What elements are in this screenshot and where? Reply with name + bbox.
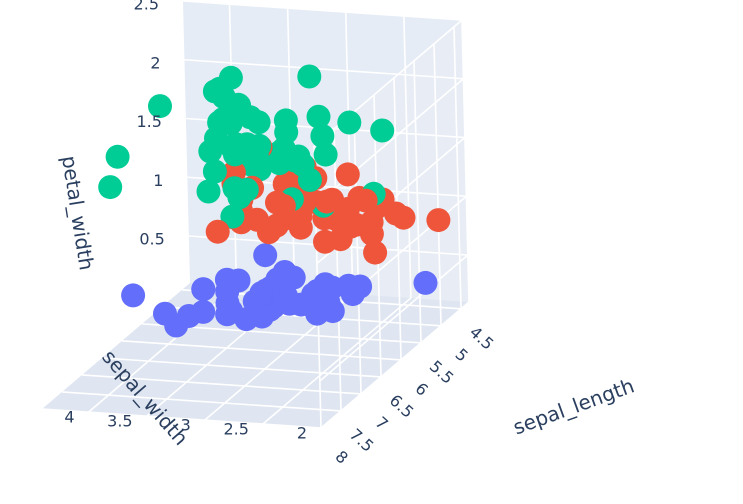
x-tick-label: 7.5 [346,425,378,456]
data-point-series-2[interactable] [306,104,331,129]
y-tick-label: 3.5 [107,412,132,431]
x-tick-label: 6.5 [386,391,418,422]
data-point-series-2[interactable] [267,151,292,176]
data-point-series-1[interactable] [363,240,388,265]
data-point-series-2[interactable] [222,176,247,201]
data-point-series-2[interactable] [370,118,395,143]
data-point-series-2[interactable] [273,108,298,133]
data-point-series-0[interactable] [253,243,278,268]
x-tick-label: 5 [452,345,472,366]
data-point-series-2[interactable] [244,142,269,167]
data-point-series-0[interactable] [214,267,239,292]
pane-z-min [42,283,469,428]
data-point-series-0[interactable] [249,281,274,306]
z-tick-label: 0.5 [139,230,164,249]
data-point-series-2[interactable] [313,142,338,167]
data-point-series-2[interactable] [202,159,227,184]
data-point-series-2[interactable] [222,142,247,167]
data-point-series-1[interactable] [338,214,363,239]
y-tick-label: 3 [181,416,191,435]
x-tick-label: 4.5 [466,322,498,353]
grid-y-floor [320,301,470,429]
data-point-series-2[interactable] [98,175,123,200]
data-point-series-2[interactable] [198,139,223,164]
x-tick-label: 7 [372,413,392,434]
data-point-series-2[interactable] [207,110,232,135]
x-tick-label: 8 [332,447,352,468]
x-axis-title: sepal_length [510,373,638,439]
data-point-series-0[interactable] [153,301,177,326]
data-point-series-0[interactable] [191,277,216,302]
data-point-series-0[interactable] [191,299,216,324]
data-point-series-1[interactable] [271,194,296,219]
data-point-series-0[interactable] [413,270,438,295]
z-tick-label: 1.5 [136,112,161,131]
data-point-series-1[interactable] [205,219,230,244]
data-point-series-2[interactable] [226,92,251,117]
data-point-series-1[interactable] [335,162,360,187]
grid-z-side [319,254,469,382]
y-tick-label: 4 [64,408,74,427]
x-tick-label: 6 [412,379,432,400]
data-point-series-2[interactable] [148,94,172,119]
data-point-series-1[interactable] [353,188,378,213]
data-point-series-0[interactable] [215,302,240,327]
data-point-series-1[interactable] [313,229,337,254]
grid-y-floor [262,297,412,425]
z-tick-label: 2 [150,53,160,72]
data-point-series-0[interactable] [121,283,146,308]
data-point-series-2[interactable] [297,168,322,192]
z-tick-label: 2.5 [134,0,159,14]
z-axis-title: petal_width [57,154,99,272]
data-point-series-1[interactable] [426,208,451,233]
grid-z-back [182,0,463,21]
y-tick-label: 2 [297,424,307,443]
data-point-series-2[interactable] [337,110,362,135]
data-points [98,64,451,338]
data-point-series-2[interactable] [286,144,311,169]
data-point-series-2[interactable] [220,204,245,229]
data-point-series-2[interactable] [202,79,227,104]
data-point-series-2[interactable] [310,124,335,148]
x-tick-label: 5.5 [426,357,458,388]
data-point-series-2[interactable] [196,179,221,204]
grid-z-side [314,78,464,206]
data-point-series-2[interactable] [297,64,322,89]
y-tick-label: 2.5 [223,420,248,439]
data-point-series-1[interactable] [314,189,339,214]
data-point-series-2[interactable] [105,144,130,169]
z-tick-label: 1 [153,171,163,190]
grid-z-back [184,58,464,80]
